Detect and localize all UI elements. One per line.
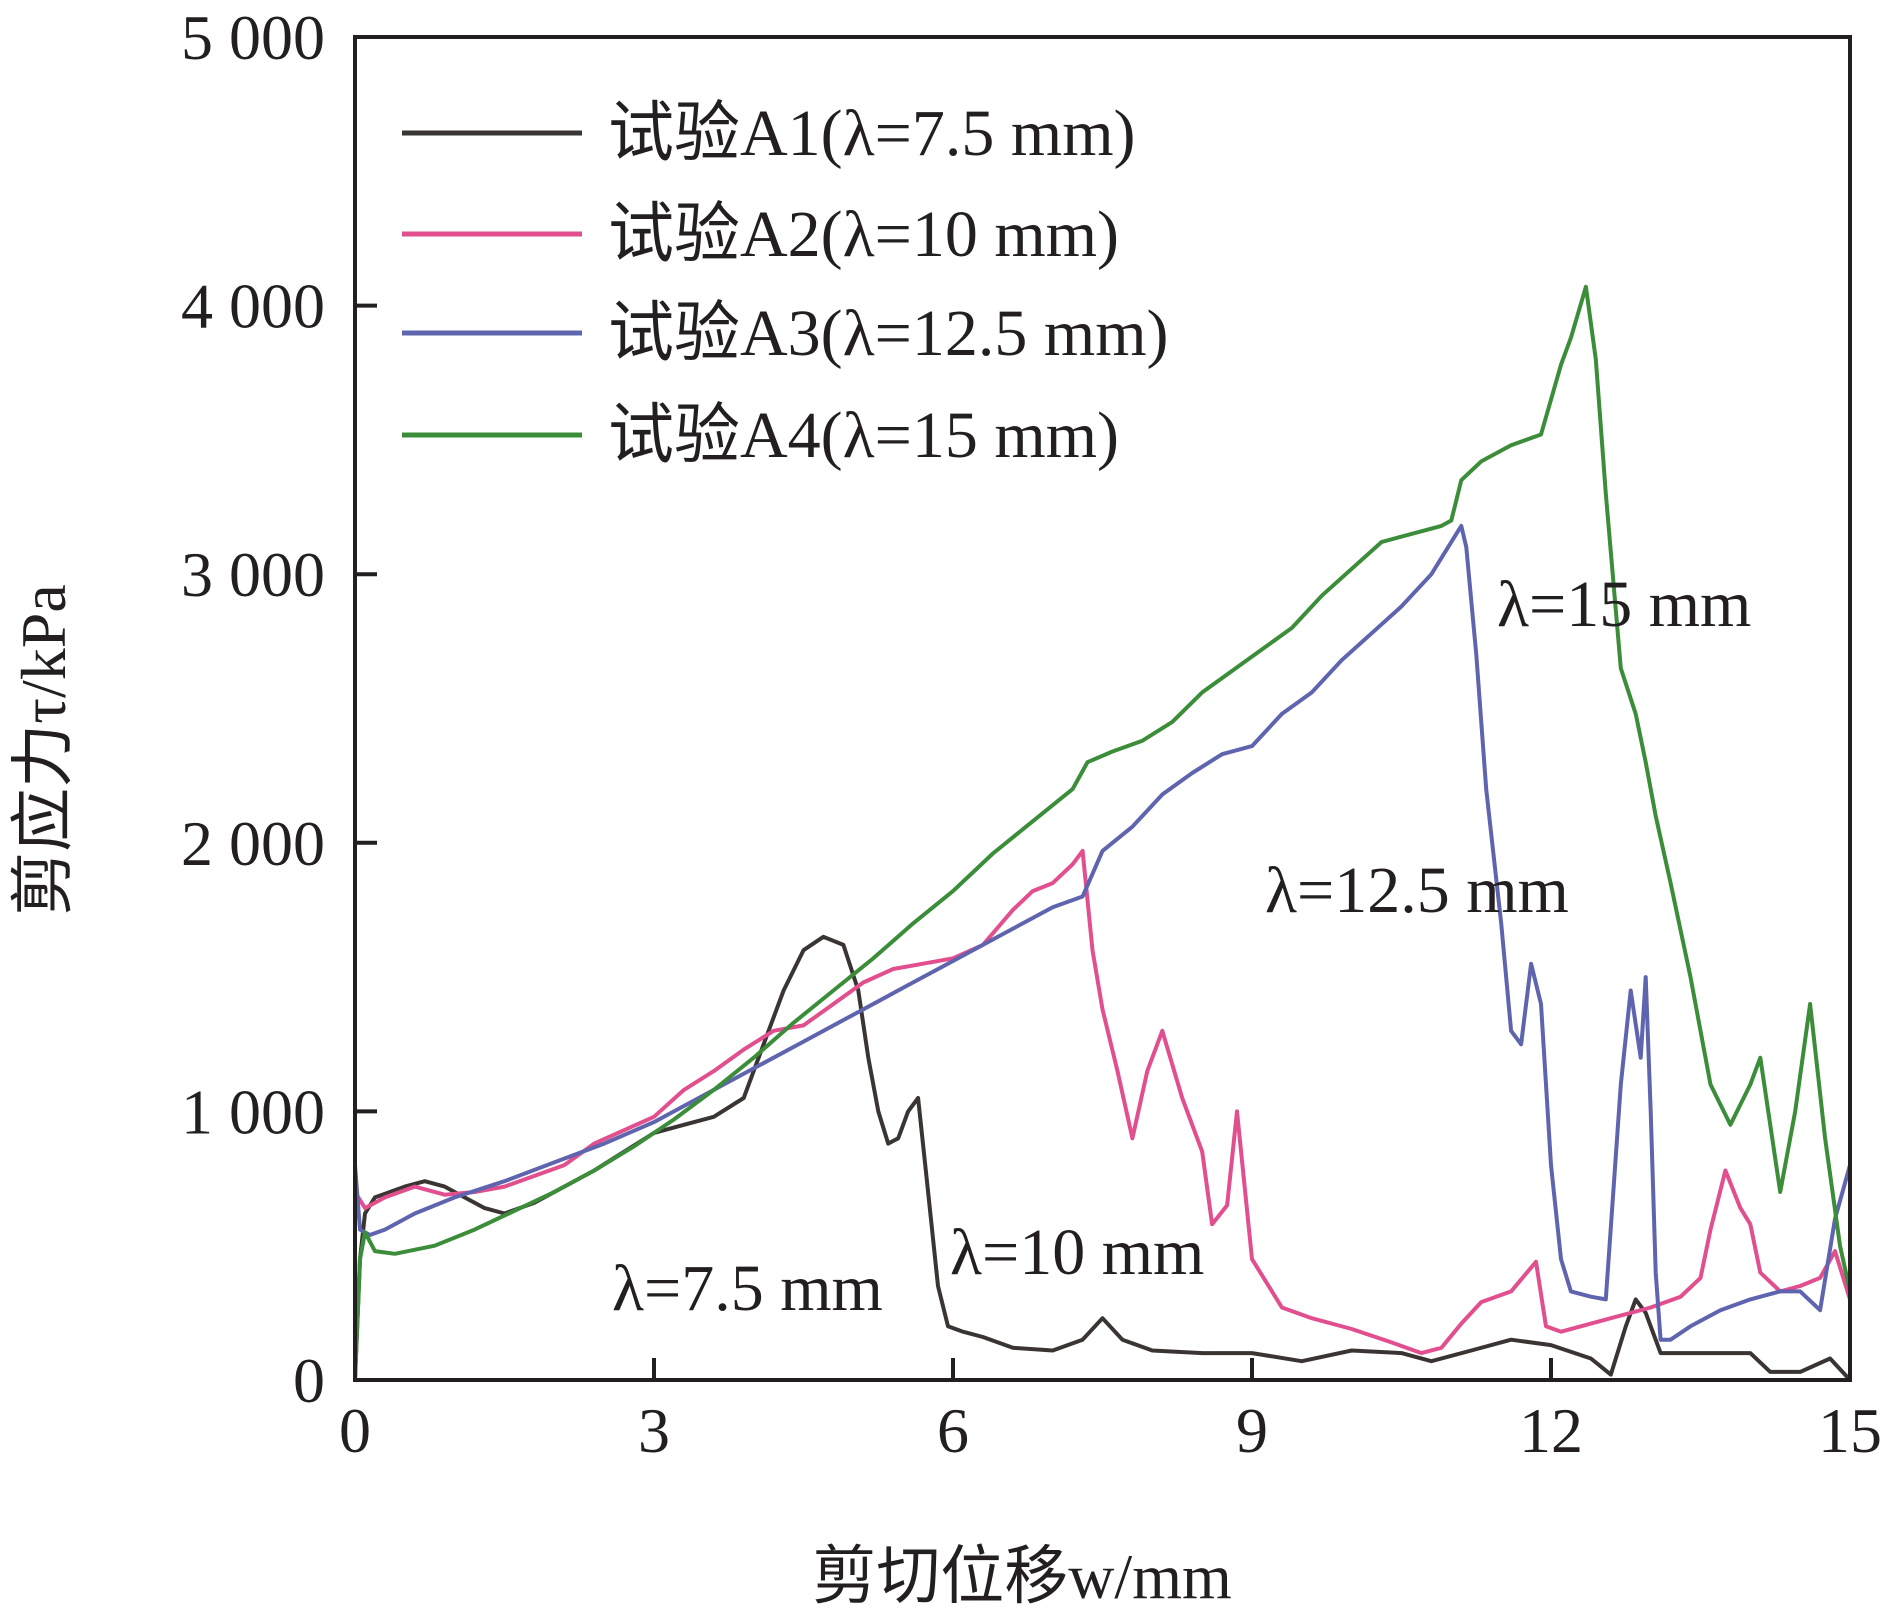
legend: 试验A1(λ=7.5 mm) 试验A2(λ=10 mm) 试验A3(λ=12.5… [402,97,1169,472]
series-line-a4 [353,284,1852,1381]
annotation-lambda-10: λ=10 mm [950,1216,1204,1289]
axis-ticks: 0 3 6 9 12 15 0 1 000 2 000 3 000 4 000 5 000 [181,2,1882,1466]
y-tick-label: 1 000 [181,1076,325,1147]
series-layer [353,284,1852,1382]
x-tick-label: 9 [1236,1395,1268,1466]
plot-frame [353,35,1852,1382]
x-tick-label: 12 [1519,1395,1583,1466]
x-tick-label: 6 [937,1395,969,1466]
annotation-lambda-15: λ=15 mm [1497,568,1751,641]
y-tick-label: 2 000 [181,808,325,879]
series-line-a2 [353,848,1852,1356]
legend-label-a4: 试验A4(λ=15 mm) [608,399,1119,472]
x-axis-title: 剪切位移w/mm [812,1541,1232,1612]
y-tick-label: 3 000 [181,539,325,610]
legend-label-a2: 试验A2(λ=10 mm) [608,198,1119,271]
annotation-lambda-7-5: λ=7.5 mm [612,1252,883,1325]
legend-label-a1: 试验A1(λ=7.5 mm) [608,97,1136,170]
x-tick-label: 0 [339,1395,371,1466]
x-tick-label: 3 [638,1395,670,1466]
y-tick-label: 0 [293,1345,325,1416]
y-axis-title: 剪应力τ/kPa [8,584,79,916]
y-tick-label: 5 000 [181,2,325,73]
annotation-lambda-12-5: λ=12.5 mm [1265,854,1569,927]
y-tick-label: 4 000 [181,271,325,342]
annotations: λ=7.5 mm λ=10 mm λ=12.5 mm λ=15 mm [612,568,1751,1325]
legend-label-a3: 试验A3(λ=12.5 mm) [608,297,1169,370]
x-tick-label: 15 [1818,1395,1882,1466]
